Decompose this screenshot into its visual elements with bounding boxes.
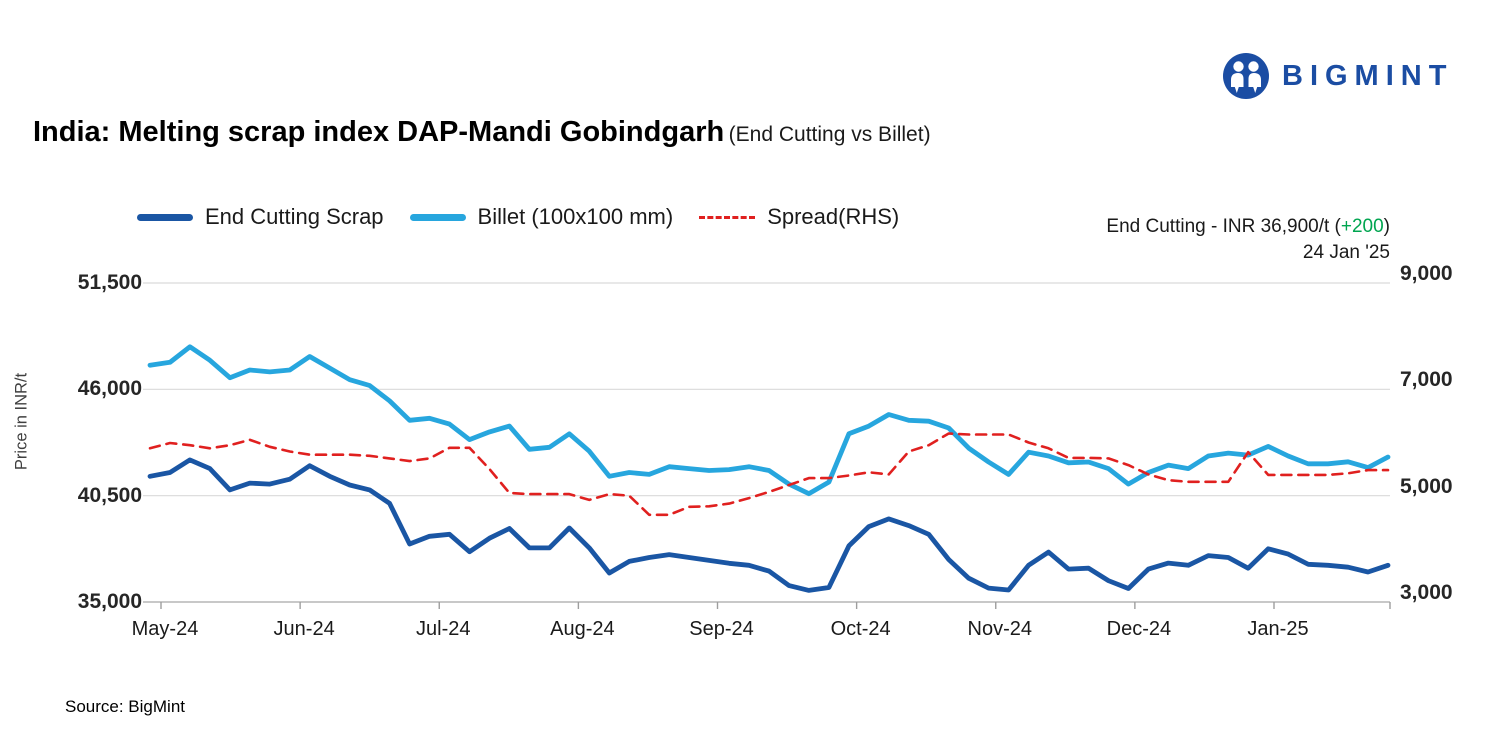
x-axis-label: Oct-24 (830, 618, 891, 640)
bigmint-logo: BIGMINT (1222, 52, 1453, 100)
spread-dashed-line-swatch (699, 215, 756, 219)
chart-legend: End Cutting Scrap Billet (100x100 mm) Sp… (137, 204, 899, 230)
y-right-tick-label: 9,000 (1400, 262, 1453, 285)
page-subtitle: (End Cutting vs Billet) (728, 123, 931, 146)
y-right-tick-label: 3,000 (1400, 581, 1453, 604)
y-right-tick-label: 7,000 (1400, 368, 1453, 391)
x-axis-label: Nov-24 (967, 618, 1032, 640)
y-left-tick-label: 40,500 (77, 484, 142, 507)
x-axis-label: Jan-25 (1247, 618, 1309, 640)
bigmint-logo-icon (1223, 53, 1269, 99)
annotation-date: 24 Jan '25 (1302, 242, 1390, 263)
x-axis-label: Dec-24 (1106, 618, 1172, 640)
legend-item-end-cutting-scrap[interactable]: End Cutting Scrap (137, 204, 384, 230)
legend-label: Spread(RHS) (767, 204, 900, 229)
price-change-value: +200 (1340, 216, 1384, 237)
x-axis-label: Aug-24 (550, 618, 615, 640)
chart-title-row: India: Melting scrap index DAP-Mandi Gob… (33, 116, 931, 149)
legend-item-spread[interactable]: Spread(RHS) (699, 204, 899, 230)
annotation-price-line: End Cutting - INR 36,900/t (+200) (1106, 216, 1390, 237)
legend-item-billet[interactable]: Billet (100x100 mm) (409, 204, 674, 230)
series-line-spread-rhs (148, 432, 1390, 517)
billet-line-swatch (409, 213, 466, 221)
x-axis-label: Jul-24 (416, 618, 471, 640)
page-title: India: Melting scrap index DAP-Mandi Gob… (33, 116, 725, 148)
series-line-billet-100x100-mm (147, 344, 1391, 497)
x-axis-label: Sep-24 (689, 618, 754, 640)
y-left-tick-label: 46,000 (77, 377, 142, 400)
x-axis-label: May-24 (131, 618, 199, 640)
x-axis-label: Jun-24 (273, 618, 335, 640)
source-note: Source: BigMint (65, 697, 185, 716)
latest-price-annotation: End Cutting - INR 36,900/t (+200) 24 Jan… (1106, 214, 1390, 266)
y-right-tick-label: 5,000 (1400, 475, 1453, 498)
y-left-tick-label: 51,500 (77, 271, 142, 294)
bigmint-logo-text: BIGMINT (1282, 59, 1454, 92)
end-cutting-line-swatch (137, 213, 193, 221)
legend-label: End Cutting Scrap (205, 204, 384, 229)
y-left-tick-label: 35,000 (77, 590, 142, 613)
series-line-end-cutting-scrap (147, 457, 1391, 593)
legend-label: Billet (100x100 mm) (477, 204, 674, 229)
y-axis-title: Price in INR/t (12, 372, 31, 471)
